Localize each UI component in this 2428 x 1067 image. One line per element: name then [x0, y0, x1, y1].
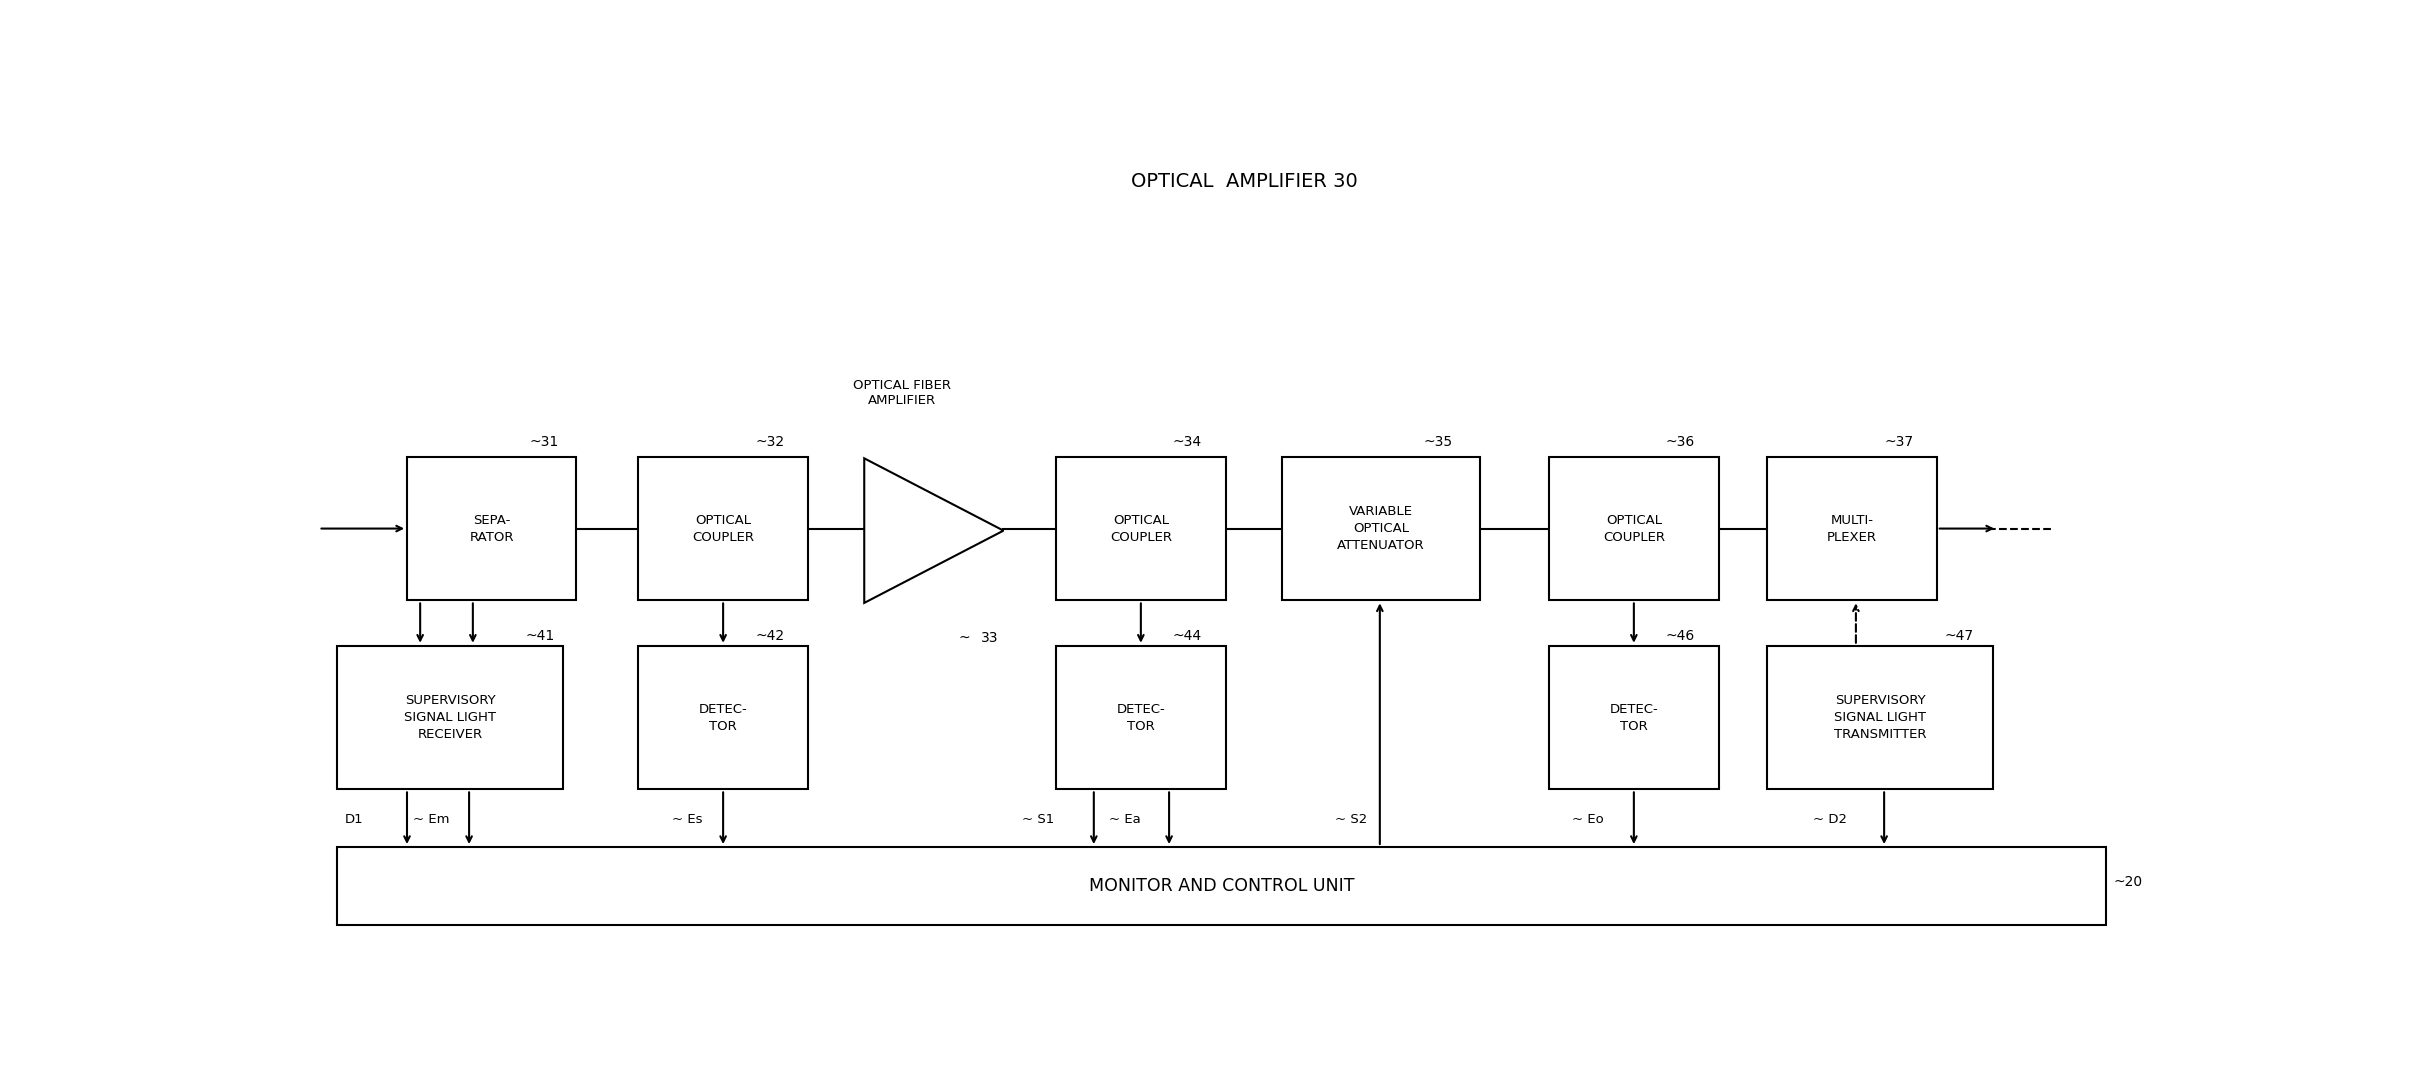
Bar [1282, 457, 1479, 601]
Text: ~20: ~20 [2115, 875, 2144, 889]
Text: ~35: ~35 [1423, 435, 1452, 449]
Bar [1056, 457, 1226, 601]
Text: OPTICAL
COUPLER: OPTICAL COUPLER [1110, 513, 1173, 543]
Bar [1768, 457, 1938, 601]
Text: ~32: ~32 [755, 435, 784, 449]
Text: SUPERVISORY
SIGNAL LIGHT
TRANSMITTER: SUPERVISORY SIGNAL LIGHT TRANSMITTER [1833, 694, 1925, 740]
Bar [639, 646, 809, 790]
Polygon shape [864, 459, 1003, 603]
Text: DETEC-
TOR: DETEC- TOR [1610, 702, 1658, 733]
Text: ~42: ~42 [755, 628, 784, 642]
Text: DETEC-
TOR: DETEC- TOR [699, 702, 748, 733]
Text: SEPA-
RATOR: SEPA- RATOR [469, 513, 515, 543]
Text: ~ S2: ~ S2 [1335, 813, 1367, 826]
Bar [1549, 457, 1719, 601]
Text: OPTICAL  AMPLIFIER 30: OPTICAL AMPLIFIER 30 [1131, 172, 1357, 191]
Text: OPTICAL
COUPLER: OPTICAL COUPLER [1602, 513, 1666, 543]
Bar [1549, 646, 1719, 790]
Bar [639, 457, 809, 601]
Text: MULTI-
PLEXER: MULTI- PLEXER [1828, 513, 1877, 543]
Text: ~41: ~41 [524, 628, 554, 642]
Text: ~ S1: ~ S1 [1022, 813, 1054, 826]
Text: ~37: ~37 [1884, 435, 1913, 449]
Text: ~ Eo: ~ Eo [1571, 813, 1602, 826]
Text: MONITOR AND CONTROL UNIT: MONITOR AND CONTROL UNIT [1090, 877, 1355, 895]
Text: SUPERVISORY
SIGNAL LIGHT
RECEIVER: SUPERVISORY SIGNAL LIGHT RECEIVER [405, 694, 495, 740]
Text: ~ D2: ~ D2 [1814, 813, 1848, 826]
Bar [337, 646, 563, 790]
Text: 33: 33 [981, 631, 998, 644]
Bar [1056, 646, 1226, 790]
Text: DETEC-
TOR: DETEC- TOR [1117, 702, 1165, 733]
Bar [1768, 646, 1993, 790]
Text: ~44: ~44 [1173, 628, 1202, 642]
Text: ~34: ~34 [1173, 435, 1202, 449]
Text: ~31: ~31 [529, 435, 558, 449]
Text: ~46: ~46 [1666, 628, 1695, 642]
Text: ~ Es: ~ Es [673, 813, 702, 826]
Text: VARIABLE
OPTICAL
ATTENUATOR: VARIABLE OPTICAL ATTENUATOR [1338, 505, 1425, 552]
Text: ~ Em: ~ Em [413, 813, 449, 826]
Text: ~ Ea: ~ Ea [1110, 813, 1141, 826]
Bar [337, 847, 2105, 925]
Text: ~47: ~47 [1945, 628, 1974, 642]
Text: D1: D1 [345, 813, 364, 826]
Bar [408, 457, 575, 601]
Text: ~: ~ [959, 631, 969, 644]
Text: OPTICAL FIBER
AMPLIFIER: OPTICAL FIBER AMPLIFIER [852, 380, 952, 408]
Text: OPTICAL
COUPLER: OPTICAL COUPLER [692, 513, 755, 543]
Text: ~36: ~36 [1666, 435, 1695, 449]
